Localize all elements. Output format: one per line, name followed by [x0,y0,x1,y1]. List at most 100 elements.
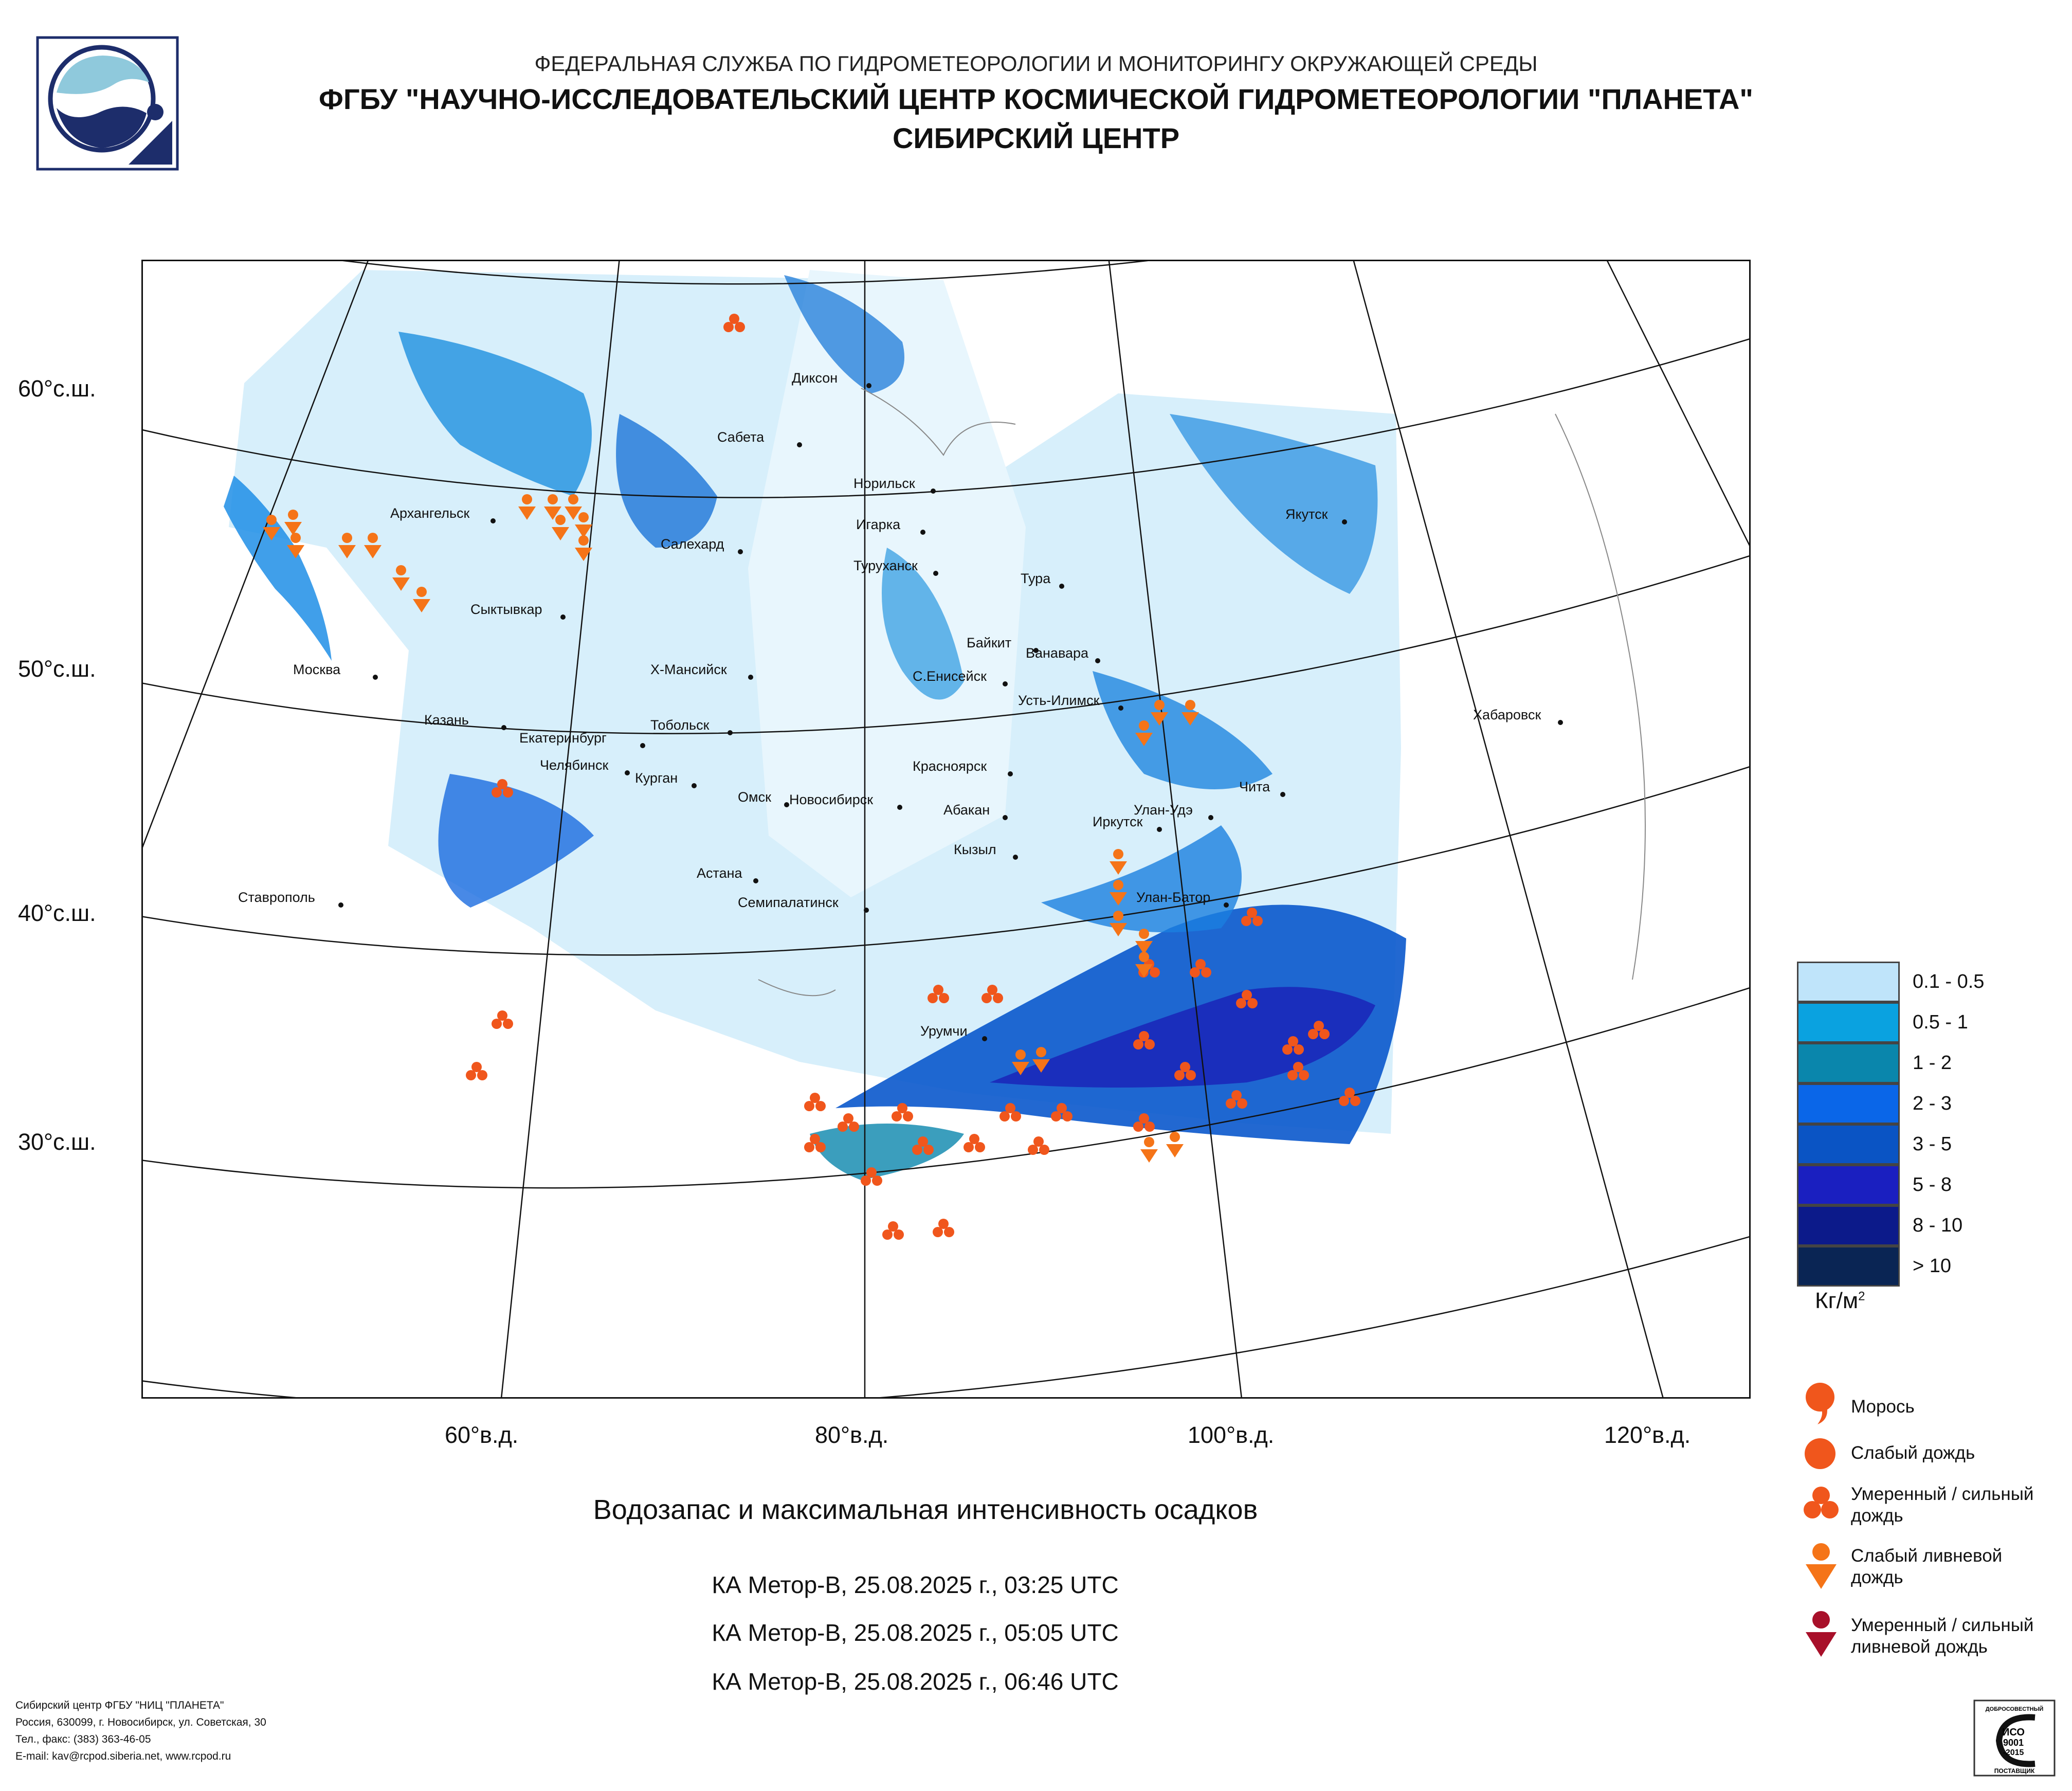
rain-symbol-0 [723,314,745,332]
meridian-60 [500,260,620,1399]
city-label-17: Казань [424,712,469,728]
moderate-rain-icon [1804,1487,1839,1518]
parallel-40 [141,766,1751,956]
city-dot-34 [982,1036,987,1041]
header-center: СИБИРСКИЙ ЦЕНТР [892,122,1180,154]
rain-symbol-26 [1282,1036,1304,1055]
shower-symbol-9 [565,494,582,520]
city-label-7: Туруханск [853,558,918,573]
rain-symbol-19 [882,1221,904,1240]
rain-symbol-1 [492,779,513,798]
meridian-40 [141,260,369,852]
rain-symbol-7 [892,1103,913,1121]
city-dot-26 [1003,815,1008,820]
city-label-6: Салехард [661,536,724,552]
city-dot-20 [625,770,630,775]
city-dot-27 [1208,815,1213,820]
city-dot-16 [1558,720,1563,725]
shower-symbol-2 [287,533,304,558]
shower-symbol-0 [263,515,280,540]
symbol-label-light-shower: Слабый ливневой дождь [1851,1546,2003,1587]
city-dot-13 [748,675,753,680]
lat-label-30: 30°с.ш. [18,1129,96,1155]
rain-symbol-9 [1051,1103,1073,1121]
shower-symbol-1 [284,510,302,535]
shower-symbol-24 [1032,1047,1050,1073]
header-institute: ФГБУ "НАУЧНО-ИССЛЕДОВАТЕЛЬСКИЙ ЦЕНТР КОС… [319,83,1753,115]
legend-swatch-1 [1797,1002,1900,1043]
city-dot-33 [864,908,869,913]
rain-symbol-22 [1190,959,1211,978]
city-label-18: Тобольск [650,717,710,733]
city-label-24: Омск [738,789,771,805]
city-label-33: Семипалатинск [738,895,839,910]
footer-org: Сибирский центр ФГБУ "НИЦ "ПЛАНЕТА" [15,1699,224,1711]
precip-area-west [224,476,332,661]
cert-line-2: 9001 [2003,1738,2024,1748]
footer-contacts: Сибирский центр ФГБУ "НИЦ "ПЛАНЕТА" Росс… [15,1697,266,1765]
rain-symbol-8 [999,1103,1021,1121]
rain-symbol-11 [1174,1062,1196,1080]
city-dot-25 [897,805,902,810]
city-label-28: Иркутск [1093,814,1143,829]
symbol-legend-icons [1804,1383,1839,1657]
heavy-shower-icon [1806,1611,1837,1657]
city-dot-14 [1003,681,1008,686]
iso-certificate-badge: ДОБРОСОВЕСТНЫЙ ИСО 9001 -2015 ПОСТАВЩИК [1973,1699,2056,1777]
header-agency: ФЕДЕРАЛЬНАЯ СЛУЖБА ПО ГИДРОМЕТЕОРОЛОГИИ … [534,51,1538,76]
city-label-30: Астана [697,865,742,881]
legend-label-3: 2 - 3 [1913,1093,1952,1114]
shower-symbol-11 [552,515,569,540]
legend-unit: Кг/м2 [1815,1288,1865,1313]
city-dot-0 [866,383,871,388]
precipitation-map: Диксон Сабета Норильск Архангельск Якутск Ига… [141,260,1751,1399]
shower-symbol-21 [1140,1137,1158,1163]
city-dot-10 [1033,648,1039,653]
rain-symbol-23 [1236,990,1258,1008]
legend-swatch-6 [1797,1205,1900,1246]
city-label-2: Норильск [853,476,915,491]
rain-symbol-20 [933,1219,954,1237]
shower-symbol-19 [1135,929,1153,954]
city-dot-8 [1059,584,1064,589]
city-label-0: Диксон [792,370,838,386]
rain-symbol-15 [861,1167,882,1186]
parallel-60 [141,338,1751,498]
meridian-120 [1352,260,1664,1399]
city-dot-22 [1280,792,1285,797]
lon-label-60: 60°в.д. [445,1422,519,1448]
light-shower-icon [1806,1543,1837,1589]
rain-symbol-25 [1133,1031,1155,1050]
city-label-21: Красноярск [913,758,987,774]
rain-symbol-3 [466,1062,487,1080]
rain-symbol-28 [804,1093,826,1111]
shower-symbol-18 [1110,911,1127,936]
drizzle-icon [1806,1383,1834,1424]
shower-symbol-14 [1182,700,1199,726]
rain-symbol-5 [982,985,1003,1003]
cert-top: ДОБРОСОВЕСТНЫЙ [1986,1706,2044,1712]
parallel-50 [141,555,1751,734]
city-dot-15 [1118,705,1123,711]
rain-symbol-14 [1226,1090,1247,1109]
legend-row-1: 0.5 - 1 [1797,1002,1968,1043]
legend-label-5: 5 - 8 [1913,1174,1952,1196]
shower-symbol-20 [1135,952,1153,978]
legend-row-6: 8 - 10 [1797,1205,1963,1246]
rain-symbol-18 [1028,1136,1049,1155]
city-label-15: Усть-Илимск [1018,693,1100,708]
city-dot-19 [640,743,645,748]
rain-symbol-17 [964,1134,985,1152]
legend-swatch-5 [1797,1165,1900,1205]
shower-symbol-17 [1110,880,1127,906]
city-dot-11 [1095,658,1100,663]
footer-address: Россия, 630099, г. Новосибирск, ул. Сове… [15,1716,266,1728]
shower-symbol-13 [1151,700,1168,726]
legend-label-6: 8 - 10 [1913,1215,1963,1236]
rain-symbol-16 [912,1136,934,1155]
legend-label-1: 0.5 - 1 [1913,1011,1968,1033]
pass-3: КА Метор-В, 25.08.2025 г., 06:46 UTC [712,1668,1119,1695]
rain-symbol-10 [1133,1113,1155,1132]
city-label-4: Якутск [1285,506,1328,522]
city-label-23: Курган [635,770,678,786]
